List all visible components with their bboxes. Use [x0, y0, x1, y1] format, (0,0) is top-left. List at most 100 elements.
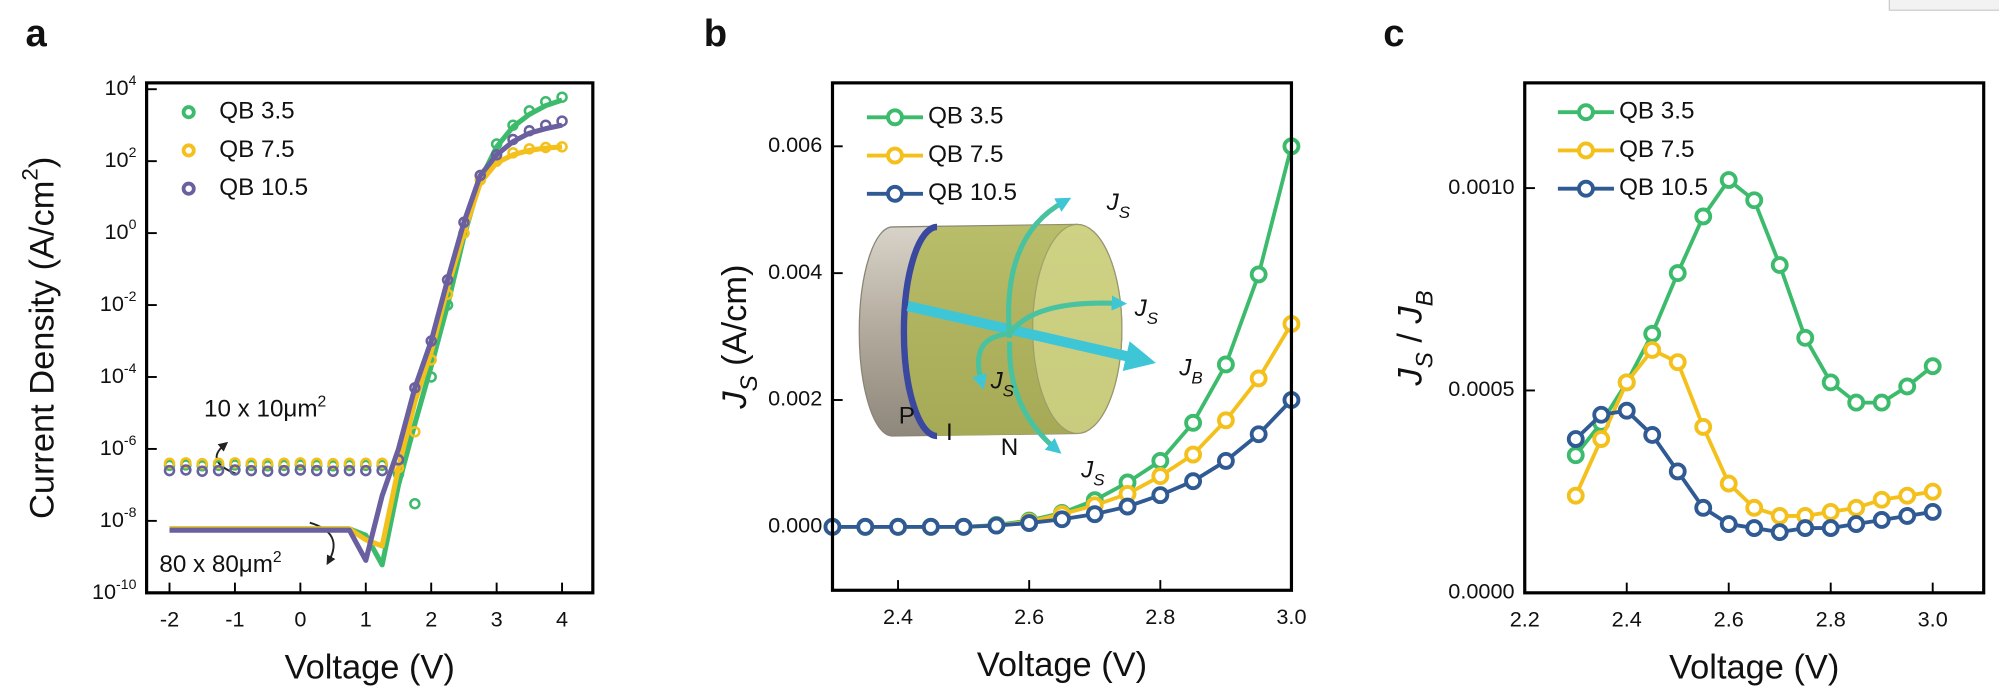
x-tick-label: 2.6 — [1014, 604, 1044, 629]
data-point — [1668, 264, 1687, 283]
y-tick-label: 102 — [104, 144, 136, 172]
y-tick-label: 0.0010 — [1448, 174, 1514, 199]
data-point — [539, 119, 552, 131]
y-axis-label: JS (A/cm) — [716, 265, 763, 410]
x-tick-label: 2.4 — [883, 604, 913, 629]
data-point — [245, 457, 258, 469]
y-tick-label: 0.004 — [768, 259, 822, 284]
data-point — [409, 426, 421, 438]
inset-label: JS — [990, 368, 1015, 401]
data-point — [1719, 515, 1738, 533]
plot-frame — [1523, 81, 1986, 595]
corner-tab — [1888, 0, 1999, 11]
x-axis-label: Voltage (V) — [285, 648, 455, 686]
x-tick-label: 4 — [556, 607, 568, 632]
data-point — [1249, 369, 1268, 388]
data-point — [1617, 401, 1636, 420]
data-point — [1745, 191, 1764, 210]
data-point — [1847, 515, 1866, 533]
x-tick-label: 2.2 — [1510, 607, 1540, 632]
data-point — [1694, 498, 1713, 517]
data-point — [212, 464, 225, 477]
data-point — [1847, 498, 1866, 517]
data-point — [1923, 357, 1942, 376]
device-inset — [858, 197, 1156, 454]
data-point — [1151, 486, 1170, 505]
data-point — [1118, 497, 1137, 516]
x-tick-label: 2.6 — [1714, 607, 1744, 632]
data-point — [1923, 502, 1942, 521]
data-point — [1643, 341, 1662, 359]
legend-marker — [1577, 179, 1595, 198]
data-point — [1085, 505, 1104, 524]
arrow-js — [1006, 197, 1072, 339]
data-point — [1216, 451, 1235, 470]
y-tick-label: 104 — [104, 72, 136, 100]
large-device-line — [169, 97, 563, 568]
data-point — [1821, 373, 1840, 392]
data-point — [163, 464, 176, 477]
legend-label: QB 10.5 — [1619, 174, 1708, 201]
panel-label: b — [704, 12, 727, 55]
data-point — [294, 464, 307, 476]
data-point — [310, 457, 323, 469]
x-tick-label: 1 — [360, 607, 372, 632]
data-point — [310, 464, 323, 477]
data-point — [376, 464, 388, 477]
data-point — [409, 497, 421, 510]
legend-marker — [181, 143, 196, 158]
data-point — [1745, 498, 1764, 517]
data-point — [441, 274, 454, 286]
x-tick-label: 2.8 — [1816, 607, 1846, 632]
data-point — [1566, 446, 1585, 465]
x-tick-label: -1 — [225, 607, 244, 632]
data-point — [1898, 377, 1917, 396]
data-point — [1923, 482, 1942, 501]
data-point — [1898, 507, 1917, 525]
legend-marker — [1577, 103, 1595, 122]
data-point — [278, 464, 290, 477]
inset-label: JS — [1134, 295, 1159, 328]
x-tick-label: 0 — [294, 607, 306, 632]
legend-label: QB 3.5 — [1619, 98, 1694, 125]
data-point — [1643, 324, 1662, 343]
data-point — [1898, 486, 1917, 505]
data-point — [1719, 171, 1738, 189]
panel-label: c — [1383, 12, 1404, 55]
data-point — [1184, 445, 1203, 464]
x-tick-label: 2.8 — [1145, 604, 1175, 629]
data-point — [376, 457, 388, 469]
y-tick-label: 0.0005 — [1448, 376, 1514, 401]
inset-label: N — [1001, 434, 1019, 461]
data-point — [1872, 511, 1891, 529]
data-point — [425, 371, 437, 383]
data-point — [490, 138, 503, 150]
y-tick-label: 10-8 — [100, 504, 137, 532]
data-point — [180, 457, 192, 469]
data-point — [278, 457, 290, 469]
data-point — [1872, 490, 1891, 509]
data-point — [409, 382, 421, 394]
data-point — [1592, 405, 1611, 424]
data-point — [921, 517, 940, 536]
data-point — [556, 91, 568, 103]
annotation: 80 x 80μm2 — [159, 549, 281, 579]
data-point — [196, 465, 208, 477]
data-point — [1151, 467, 1170, 486]
y-axis-label: JS / JB — [1392, 290, 1439, 386]
data-point — [261, 457, 274, 470]
data-point — [1821, 502, 1840, 521]
end-face — [1032, 223, 1123, 435]
y-tick-label: 100 — [104, 216, 136, 244]
data-point — [360, 457, 372, 469]
data-point — [523, 143, 536, 155]
legend-label: QB 7.5 — [219, 136, 294, 163]
data-point — [229, 464, 241, 476]
data-point — [1566, 486, 1585, 505]
panel-label: a — [25, 12, 47, 55]
data-point — [1592, 430, 1611, 448]
i-layer — [900, 223, 938, 440]
x-tick-label: 2.4 — [1612, 607, 1642, 632]
data-point — [1796, 519, 1815, 537]
arrow-js — [972, 331, 1008, 390]
